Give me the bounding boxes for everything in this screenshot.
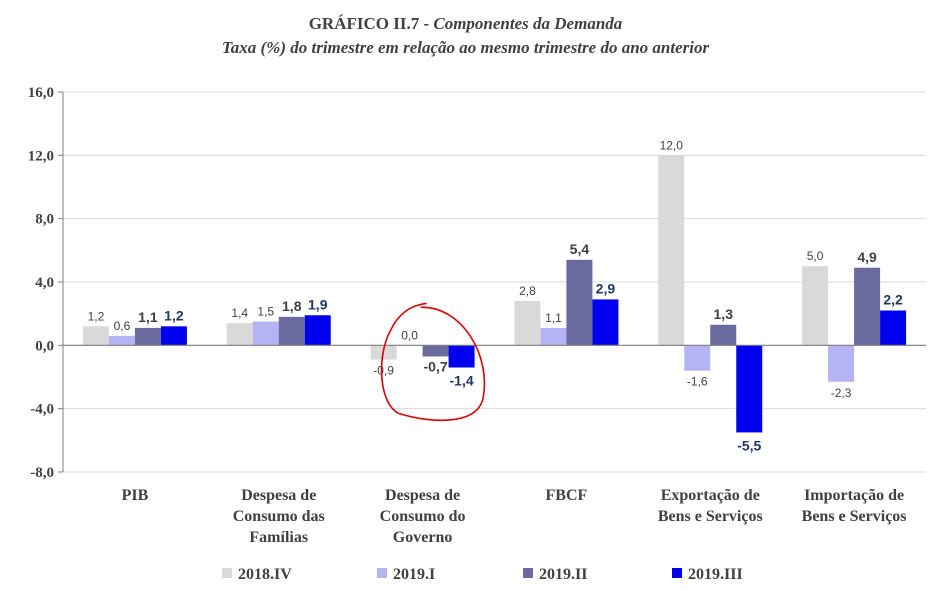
bar-2019.II — [134, 327, 161, 346]
bar-2019.II — [278, 316, 305, 346]
data-label: 2,9 — [596, 280, 616, 296]
y-tick-label: 8,0 — [35, 212, 54, 228]
data-label: 1,4 — [231, 306, 248, 320]
bar-2019.III — [880, 310, 907, 346]
bar-2018.IV — [802, 266, 829, 346]
data-label: 2,2 — [883, 292, 903, 308]
bar-2018.IV — [226, 323, 253, 346]
legend-label: 2019.II — [539, 566, 587, 583]
data-label: 0,0 — [401, 328, 418, 342]
y-tick-label: 12,0 — [28, 148, 54, 164]
x-category-label: Consumo do — [380, 508, 466, 525]
bar-2019.III — [160, 326, 187, 346]
data-label: 0,6 — [114, 319, 131, 333]
data-label: -0,7 — [424, 358, 448, 374]
bar-2019.II — [422, 345, 449, 357]
data-label: 1,8 — [282, 298, 302, 314]
bar-2019.III — [592, 299, 619, 346]
bar-2018.IV — [514, 301, 541, 346]
annotation-red-circle — [380, 302, 486, 422]
legend-label: 2019.III — [688, 566, 743, 583]
data-label: 1,2 — [164, 307, 184, 323]
x-category-label: Despesa de — [241, 487, 316, 504]
bar-2019.I — [252, 321, 279, 346]
legend-swatch-2019.III — [672, 568, 682, 578]
chart-subtitle: Taxa (%) do trimestre em relação ao mesm… — [221, 38, 710, 57]
x-category-label: Bens e Serviços — [802, 508, 907, 525]
bar-2019.I — [108, 335, 135, 346]
bar-2018.IV — [82, 326, 109, 346]
chart-title-prefix: GRÁFICO II.7 - — [308, 14, 434, 33]
data-label: 1,1 — [545, 311, 562, 325]
data-label: 4,9 — [857, 249, 877, 265]
y-tick-label: 0,0 — [35, 338, 54, 354]
x-category-label: FBCF — [546, 487, 588, 504]
bar-2019.II — [854, 267, 881, 346]
legend-label: 2018.IV — [238, 566, 292, 583]
x-category-label: Despesa de — [385, 487, 460, 504]
bar-2019.II — [566, 259, 593, 346]
data-label: -0,9 — [373, 364, 394, 378]
x-category-label: Consumo das — [233, 508, 325, 525]
legend-swatch-2018.IV — [222, 568, 232, 578]
x-category-label: Bens e Serviços — [658, 508, 763, 525]
legend-swatch-2019.I — [377, 568, 387, 578]
x-category-label: Governo — [393, 529, 453, 546]
data-label: -1,6 — [687, 375, 708, 389]
data-label: 5,0 — [807, 249, 824, 263]
y-tick-label: 4,0 — [35, 275, 54, 291]
data-label: 5,4 — [570, 241, 590, 257]
bar-2019.I — [828, 345, 855, 382]
data-label: 12,0 — [660, 138, 684, 152]
legend-swatch-2019.II — [523, 568, 533, 578]
data-label: 1,3 — [714, 306, 734, 322]
bar-2019.I — [540, 327, 567, 346]
chart-title-main: Componentes da Demanda — [433, 14, 623, 33]
bar-2019.III — [736, 345, 763, 433]
x-category-label: Famílias — [249, 529, 308, 546]
data-label: 2,8 — [519, 284, 536, 298]
bar-2019.III — [448, 345, 475, 368]
data-label: 1,2 — [88, 309, 105, 323]
y-tick-label: -4,0 — [30, 402, 54, 418]
data-label: 1,5 — [257, 305, 274, 319]
bar-2018.IV — [658, 155, 685, 346]
data-label: -1,4 — [450, 373, 474, 389]
y-tick-label: -8,0 — [30, 465, 54, 481]
chart-title: GRÁFICO II.7 - Componentes da Demanda — [0, 14, 931, 34]
y-tick-label: 16,0 — [28, 85, 54, 101]
bar-2019.III — [304, 315, 331, 346]
x-category-label: PIB — [122, 487, 149, 504]
x-category-label: Exportação de — [661, 487, 760, 504]
data-label: 1,9 — [308, 296, 328, 312]
bar-2019.II — [710, 324, 737, 346]
data-label: 1,1 — [138, 309, 158, 325]
legend-label: 2019.I — [393, 566, 435, 583]
bar-2019.I — [684, 345, 711, 371]
x-category-label: Importação de — [804, 487, 904, 504]
data-label: -2,3 — [831, 386, 852, 400]
data-label: -5,5 — [737, 437, 761, 453]
